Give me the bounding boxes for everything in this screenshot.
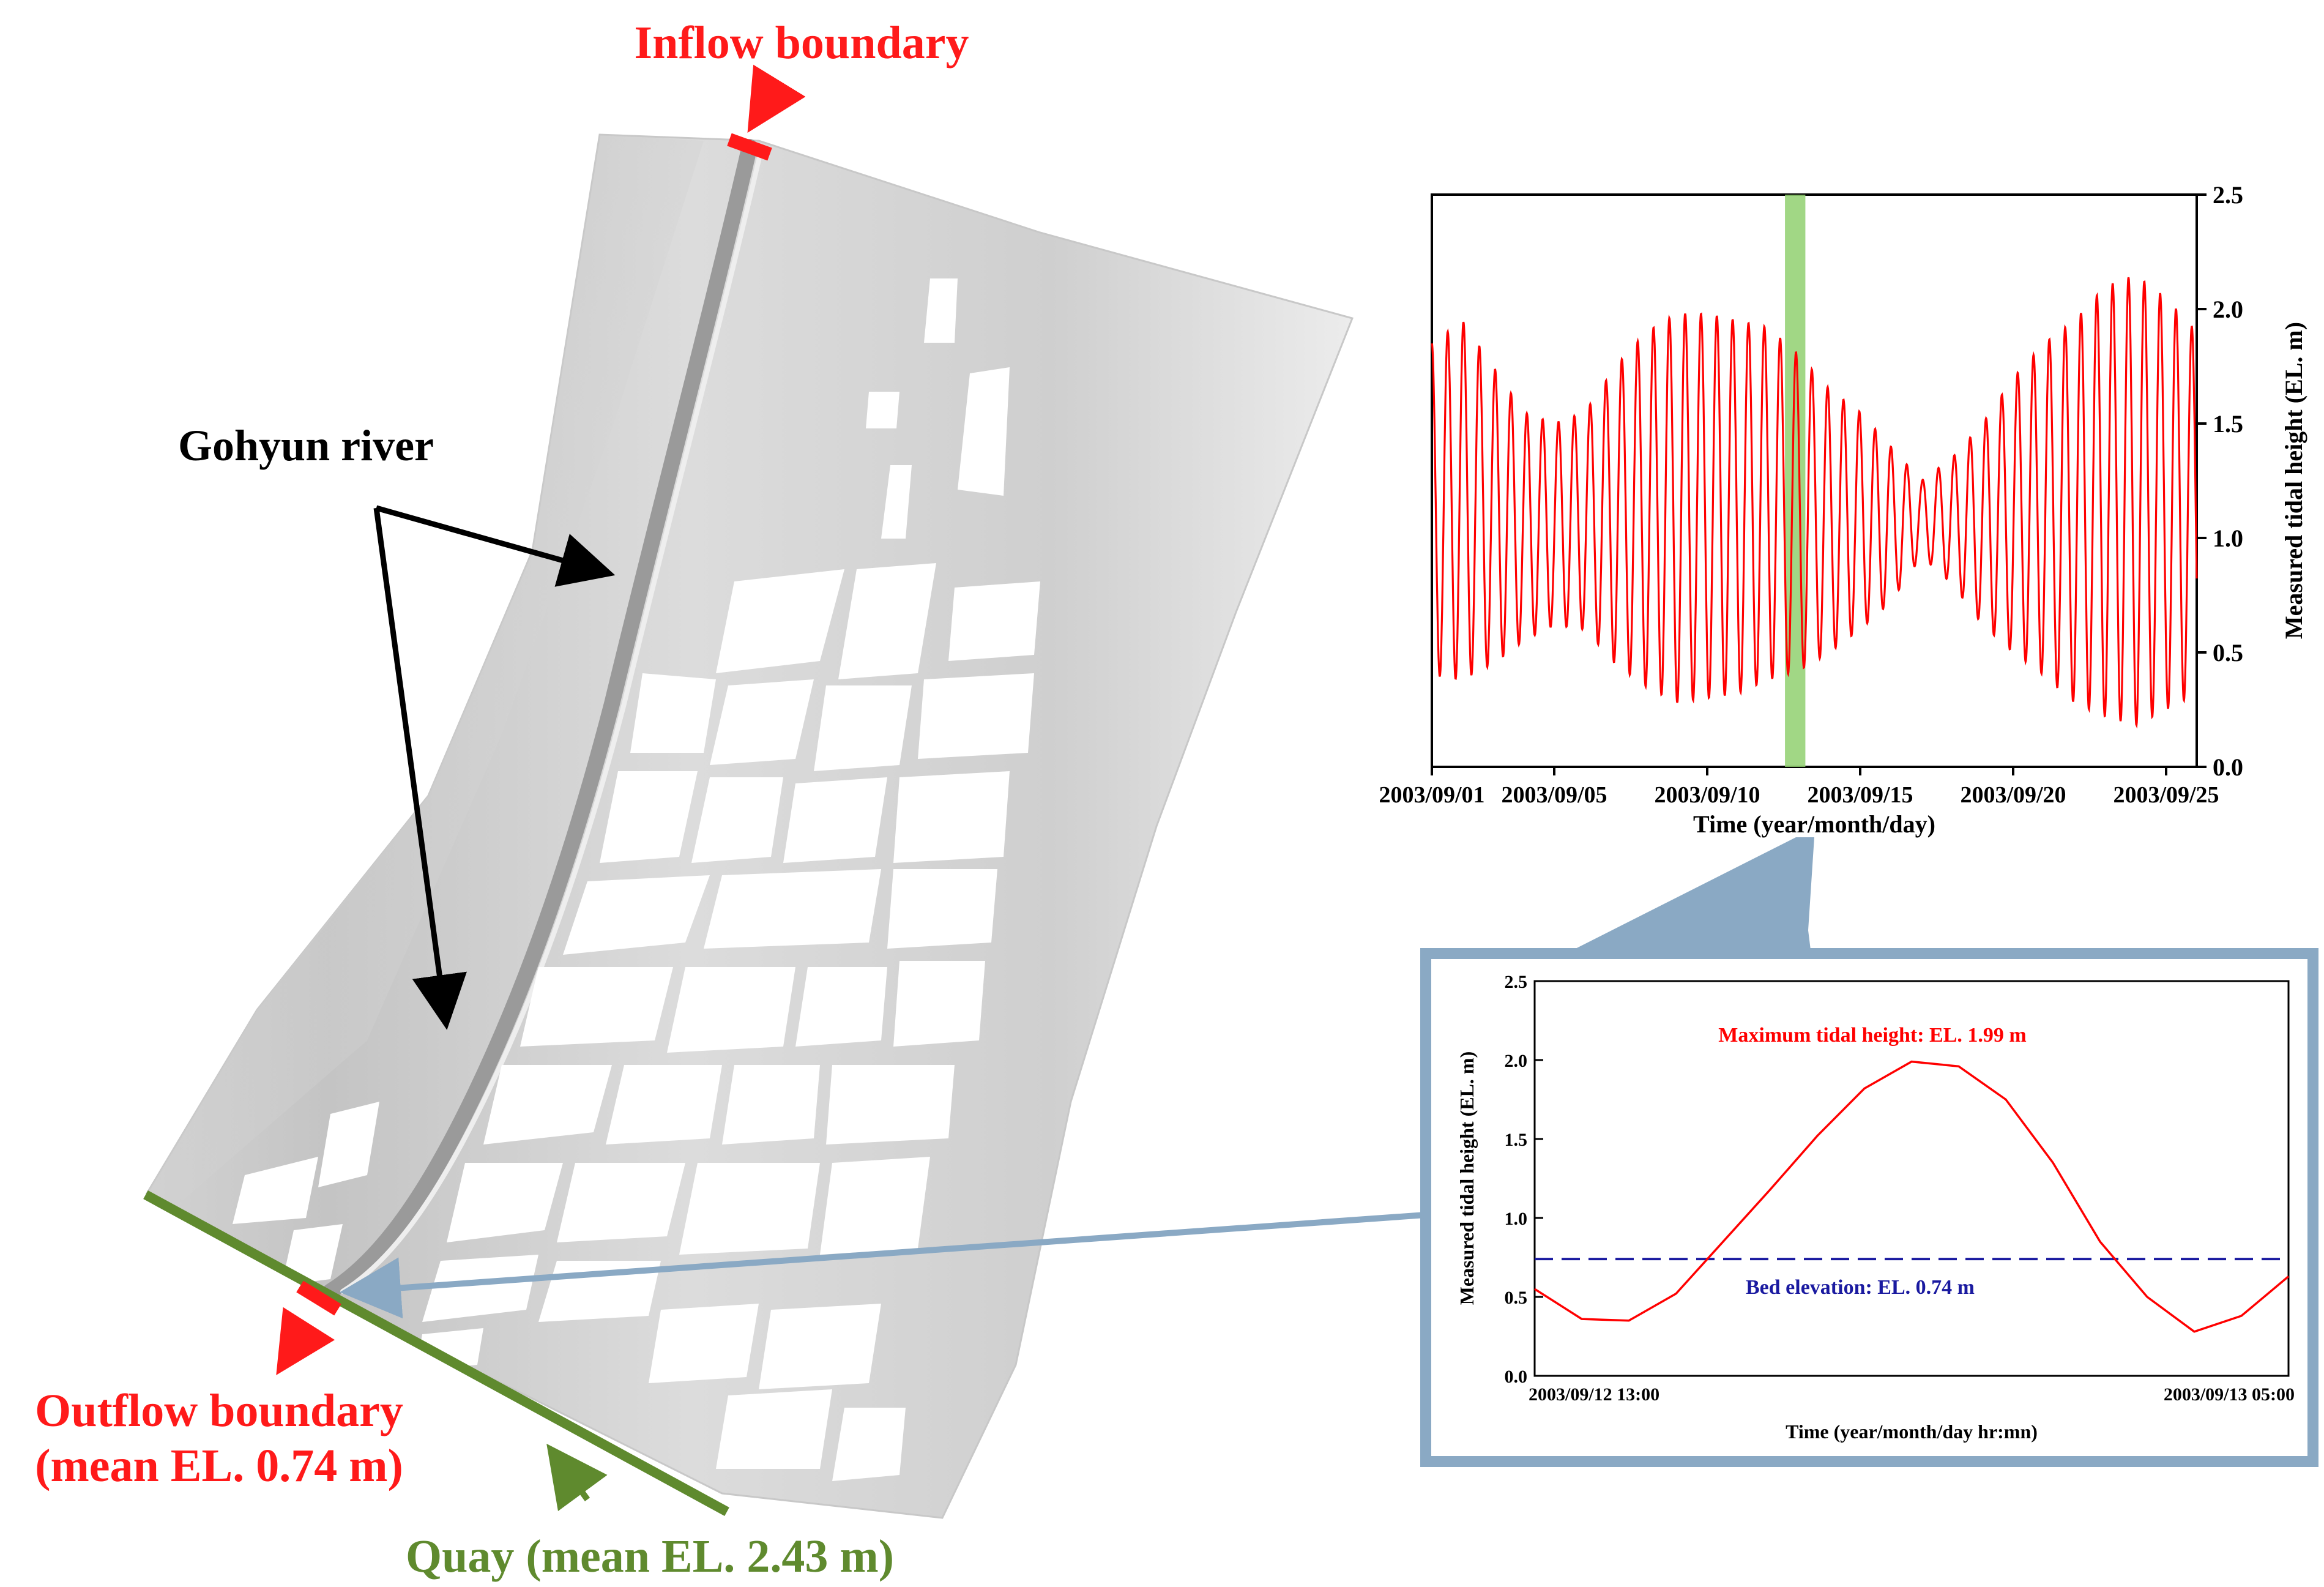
- chart1-x-tick-label: 2003/09/15: [1807, 782, 1913, 808]
- inflow-arrow: [747, 64, 806, 133]
- chart1-highlight-band: [1785, 195, 1806, 767]
- chart1-x-axis-label: Time (year/month/day): [1693, 810, 1935, 838]
- outflow-arrow: [276, 1307, 335, 1375]
- chart2-y-tick-label: 1.0: [1505, 1209, 1528, 1229]
- quay-line: [143, 1190, 729, 1517]
- building-block: [826, 1065, 955, 1145]
- chart1-y-ticks: 0.0 0.5 1.0 1.5 2.0 2.5: [2197, 181, 2243, 781]
- building-block: [318, 1102, 379, 1187]
- chart2-y-ticks: 0.0 0.5 1.0 1.5 2.0 2.5: [1505, 972, 1543, 1387]
- building-block: [716, 1389, 832, 1469]
- building-block: [924, 278, 958, 343]
- gohyun-river-label: Gohyun river: [178, 421, 434, 470]
- chart1-y-tick-label: 0.5: [2213, 639, 2243, 667]
- terrain-hillshade: [147, 135, 704, 1200]
- building-block: [557, 1163, 685, 1242]
- building-block: [563, 875, 710, 955]
- chart2-x-ticks: 2003/09/12 13:00 2003/09/13 05:00: [1529, 1384, 2295, 1405]
- tidal-timeseries-chart: 0.00.51.01.52.02.5 2003/09/01 2003/09/05 2…: [1379, 181, 2307, 838]
- building-block: [820, 1157, 930, 1255]
- chart1-x-tick-label: 2003/09/25: [2113, 782, 2219, 808]
- building-block: [759, 1304, 881, 1389]
- outflow-label-line2: (mean EL. 0.74 m): [35, 1440, 403, 1492]
- chart2-x-axis-label: Time (year/month/day hr:mn): [1786, 1421, 2038, 1443]
- building-block: [233, 1157, 318, 1224]
- building-block: [691, 777, 783, 863]
- building-blocks: [233, 278, 1040, 1481]
- chart2-plot-frame: [1533, 980, 2290, 1377]
- chart1-x-tick-label: 2003/09/01: [1379, 782, 1484, 808]
- building-block: [918, 673, 1034, 759]
- chart1-x-tick-label: 2003/09/20: [1960, 782, 2066, 808]
- tidal-zoom-chart: 0.00.51.01.52.02.5 2003/09/12 13:00 2003/…: [1456, 972, 2295, 1443]
- chart1-y-tick-label: 1.5: [2213, 410, 2243, 438]
- chart2-y-axis-label: Measured tidal height (EL. m): [1456, 1051, 1478, 1305]
- chart2-y-tick-label: 0.5: [1505, 1288, 1528, 1308]
- building-block: [838, 563, 936, 679]
- river-arrow-upper: [375, 505, 616, 587]
- chart1-series-line: [1431, 277, 2198, 729]
- chart1-y-tick-label: 1.0: [2213, 525, 2243, 552]
- building-block: [893, 961, 985, 1047]
- outflow-pointer-arrow: [340, 1212, 1426, 1319]
- river-arrow-lower: [373, 507, 467, 1030]
- building-block: [722, 1065, 820, 1145]
- chart1-x-tick-label: 2003/09/05: [1501, 782, 1607, 808]
- building-block: [881, 465, 912, 539]
- building-block: [447, 1163, 563, 1242]
- chart1-y-axis-label: Measured tidal height (EL. m): [2280, 322, 2307, 639]
- zoom-connector-wedge: [1563, 837, 1814, 955]
- chart2-x-tick-label: 2003/09/12 13:00: [1529, 1384, 1659, 1405]
- building-block: [281, 1224, 343, 1285]
- chart2-series-line: [1534, 1060, 2290, 1333]
- building-block: [866, 392, 899, 428]
- chart2-max-annotation: Maximum tidal height: EL. 1.99 m: [1718, 1024, 2026, 1047]
- building-block: [416, 1328, 483, 1371]
- building-block: [887, 869, 997, 949]
- outflow-label-line1: Outflow boundary: [35, 1385, 403, 1436]
- building-block: [948, 581, 1040, 661]
- chart2-y-tick-label: 2.5: [1505, 972, 1528, 992]
- chart2-x-tick-label: 2003/09/13 05:00: [2164, 1384, 2295, 1405]
- building-block: [893, 771, 1010, 863]
- chart1-y-tick-label: 0.0: [2213, 753, 2243, 781]
- quay-label: Quay (mean EL. 2.43 m): [406, 1531, 894, 1582]
- inflow-boundary-marker: [727, 133, 772, 161]
- building-block: [783, 777, 887, 863]
- building-block: [704, 869, 881, 949]
- building-block: [710, 679, 814, 765]
- chart2-bed-annotation: Bed elevation: EL. 0.74 m: [1746, 1276, 1975, 1299]
- building-block: [520, 967, 673, 1047]
- chart1-y-tick-label: 2.5: [2213, 181, 2243, 209]
- building-block: [795, 967, 887, 1047]
- chart2-y-tick-label: 1.5: [1505, 1130, 1528, 1150]
- quay-arrow: [546, 1443, 608, 1512]
- building-block: [600, 771, 698, 863]
- building-block: [630, 673, 716, 753]
- building-block: [483, 1065, 612, 1145]
- building-block: [832, 1408, 906, 1481]
- building-block: [649, 1304, 759, 1383]
- chart1-x-tick-label: 2003/09/10: [1654, 782, 1760, 808]
- inflow-label: Inflow boundary: [635, 17, 969, 69]
- chart1-y-tick-label: 2.0: [2213, 296, 2243, 323]
- chart2-y-tick-label: 2.0: [1505, 1051, 1528, 1071]
- building-block: [667, 967, 795, 1053]
- terrain-map: [145, 133, 1354, 1519]
- building-block: [679, 1163, 820, 1255]
- gohyun-river-channel: [322, 139, 758, 1299]
- outflow-boundary-marker: [296, 1280, 341, 1316]
- building-block: [606, 1065, 722, 1145]
- chart2-y-tick-label: 0.0: [1505, 1367, 1528, 1387]
- chart1-x-ticks: 2003/09/01 2003/09/05 2003/09/10 2003/09/15…: [1379, 767, 2219, 808]
- building-block: [814, 685, 912, 771]
- building-block: [958, 367, 1010, 496]
- building-block: [716, 569, 844, 673]
- gohyun-river-bank: [340, 144, 764, 1294]
- building-block: [422, 1255, 538, 1322]
